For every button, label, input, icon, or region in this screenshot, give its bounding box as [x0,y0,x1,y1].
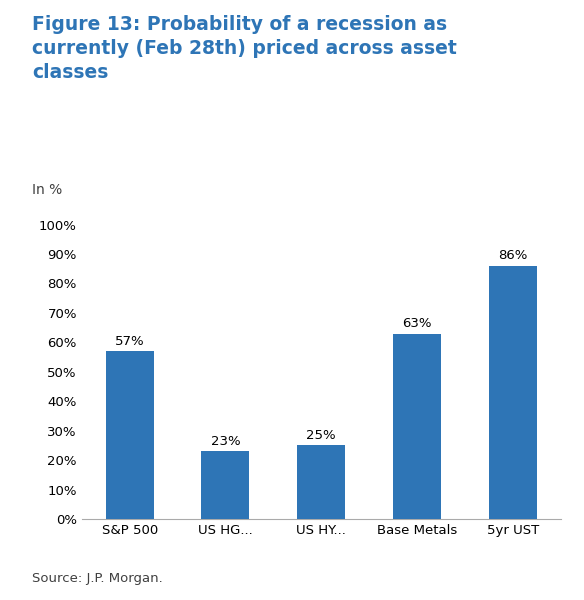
Bar [297,445,345,519]
Text: 63%: 63% [402,317,432,330]
Bar [201,451,249,519]
Text: 25%: 25% [307,429,336,442]
Text: Figure 13: Probability of a recession as
currently (Feb 28th) priced across asse: Figure 13: Probability of a recession as… [32,15,457,82]
Bar [106,351,154,519]
Bar [489,266,537,519]
Text: 57%: 57% [115,335,144,347]
Text: 23%: 23% [211,435,240,448]
Text: 86%: 86% [498,249,527,262]
Text: Source: J.P. Morgan.: Source: J.P. Morgan. [32,572,163,585]
Text: In %: In % [32,183,62,197]
Bar [393,334,441,519]
